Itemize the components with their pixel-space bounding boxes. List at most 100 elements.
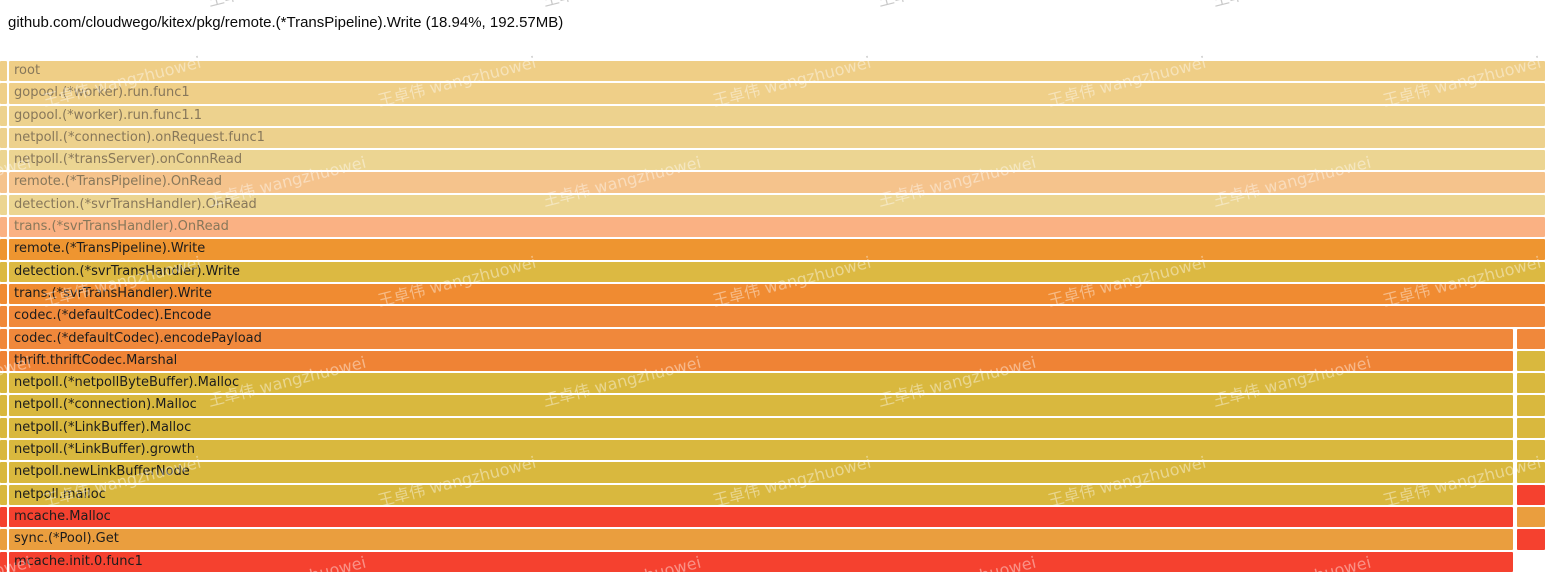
- frame-label: trans.(*svrTransHandler).OnRead: [14, 219, 229, 235]
- flame-row: codec.(*defaultCodec).encodePayload: [0, 328, 1550, 349]
- flame-bar[interactable]: thrift.thriftCodec.Marshal: [9, 350, 1513, 372]
- watermark-text: 王卓伟 wangzhuowei: [1545, 0, 1550, 11]
- flame-row: gopool.(*worker).run.func1: [0, 83, 1550, 104]
- flame-row: mcache.Malloc: [0, 506, 1550, 528]
- watermark-text: 王卓伟 wangzhuowei: [540, 0, 703, 11]
- flame-row: codec.(*defaultCodec).Encode: [0, 306, 1550, 327]
- watermark-text: 王卓伟 wangzhuowei: [0, 0, 33, 11]
- flame-bar-fragment-left[interactable]: [0, 417, 7, 439]
- flame-bar-fragment-right[interactable]: [1517, 350, 1545, 372]
- flame-graph: root gopool.(*worker).run.func1 gopool.(*w…: [0, 61, 1550, 574]
- flame-bar[interactable]: netpoll.(*connection).onRequest.func1: [9, 127, 1545, 149]
- flame-bar[interactable]: netpoll.(*connection).Malloc: [9, 395, 1513, 416]
- flame-bar-fragment-right[interactable]: [1517, 417, 1545, 439]
- flame-bar-fragment-left[interactable]: [0, 462, 7, 483]
- flame-bar[interactable]: netpoll.(*netpollByteBuffer).Malloc: [9, 373, 1513, 394]
- flame-bar-fragment-left[interactable]: [0, 551, 7, 572]
- flame-bar-fragment-left[interactable]: [0, 350, 7, 372]
- flame-bar[interactable]: netpoll.(*transServer).onConnRead: [9, 150, 1545, 171]
- flame-bar-fragment-right[interactable]: [1517, 484, 1545, 505]
- flame-bar-fragment-left[interactable]: [0, 283, 7, 305]
- flame-bar-fragment-left[interactable]: [0, 83, 7, 104]
- flame-bar[interactable]: root: [9, 61, 1545, 82]
- frame-label: trans.(*svrTransHandler).Write: [14, 285, 213, 301]
- flame-bar-fragment-left[interactable]: [0, 172, 7, 193]
- flame-row: netpoll.newLinkBufferNode: [0, 462, 1550, 483]
- flame-row: netpoll.(*netpollByteBuffer).Malloc: [0, 373, 1550, 394]
- flame-bar[interactable]: netpoll.malloc: [9, 484, 1513, 505]
- flame-row: netpoll.(*transServer).onConnRead: [0, 150, 1550, 171]
- flame-bar[interactable]: mcache.init.0.func1: [9, 551, 1513, 572]
- flame-bar-fragment-right[interactable]: [1517, 373, 1545, 394]
- flame-bar-fragment-left[interactable]: [0, 217, 7, 238]
- flame-bar[interactable]: netpoll.newLinkBufferNode: [9, 462, 1513, 483]
- flame-bar[interactable]: trans.(*svrTransHandler).Write: [9, 283, 1545, 305]
- flame-bar-fragment-left[interactable]: [0, 194, 7, 216]
- flame-bar[interactable]: netpoll.(*LinkBuffer).Malloc: [9, 417, 1513, 439]
- flame-bar-fragment-left[interactable]: [0, 484, 7, 505]
- watermark-text: 王卓伟 wangzhuowei: [205, 0, 368, 11]
- page-title: github.com/cloudwego/kitex/pkg/remote.(*…: [8, 14, 564, 31]
- flame-row: netpoll.(*LinkBuffer).Malloc: [0, 417, 1550, 439]
- flame-row: trans.(*svrTransHandler).Write: [0, 283, 1550, 305]
- frame-label: detection.(*svrTransHandler).Write: [14, 263, 240, 279]
- flame-bar[interactable]: codec.(*defaultCodec).Encode: [9, 306, 1545, 327]
- flame-bar-fragment-left[interactable]: [0, 529, 7, 550]
- flame-bar[interactable]: detection.(*svrTransHandler).OnRead: [9, 194, 1545, 216]
- flame-bar[interactable]: remote.(*TransPipeline).Write: [9, 239, 1545, 260]
- flame-row: detection.(*svrTransHandler).Write: [0, 261, 1550, 282]
- flame-bar-fragment-left[interactable]: [0, 127, 7, 149]
- frame-label: codec.(*defaultCodec).encodePayload: [14, 330, 262, 346]
- flame-bar-fragment-right[interactable]: [1517, 506, 1545, 528]
- watermark-text: 王卓伟 wangzhuowei: [205, 0, 368, 11]
- flame-bar-fragment-right[interactable]: [1517, 395, 1545, 416]
- frame-label: netpoll.newLinkBufferNode: [14, 464, 190, 480]
- flame-bar-fragment-left[interactable]: [0, 373, 7, 394]
- watermark-text: 王卓伟 wangzhuowei: [540, 0, 703, 11]
- flame-bar[interactable]: codec.(*defaultCodec).encodePayload: [9, 328, 1513, 349]
- flame-bar-fragment-left[interactable]: [0, 150, 7, 171]
- flame-row: thrift.thriftCodec.Marshal: [0, 350, 1550, 372]
- flame-row: gopool.(*worker).run.func1.1: [0, 105, 1550, 126]
- flame-bar-fragment-left[interactable]: [0, 395, 7, 416]
- frame-label: netpoll.(*LinkBuffer).Malloc: [14, 419, 192, 435]
- frame-label: mcache.init.0.func1: [14, 553, 143, 569]
- flame-bar-fragment-left[interactable]: [0, 440, 7, 461]
- flame-row: detection.(*svrTransHandler).OnRead: [0, 194, 1550, 216]
- flame-bar-fragment-left[interactable]: [0, 61, 7, 82]
- watermark-text: 王卓伟 wangzhuowei: [875, 0, 1038, 11]
- flame-bar-fragment-left[interactable]: [0, 306, 7, 327]
- flame-row: root: [0, 61, 1550, 82]
- frame-label: remote.(*TransPipeline).OnRead: [14, 174, 223, 190]
- flame-bar[interactable]: netpoll.(*LinkBuffer).growth: [9, 440, 1513, 461]
- flame-bar[interactable]: trans.(*svrTransHandler).OnRead: [9, 217, 1545, 238]
- flame-bar[interactable]: gopool.(*worker).run.func1.1: [9, 105, 1545, 126]
- flame-bar-fragment-left[interactable]: [0, 105, 7, 126]
- watermark-text: 王卓伟 wangzhuowei: [1210, 0, 1373, 11]
- frame-label: gopool.(*worker).run.func1: [14, 85, 190, 101]
- frame-label: codec.(*defaultCodec).Encode: [14, 308, 212, 324]
- frame-label: root: [14, 63, 41, 78]
- flame-bar-fragment-left[interactable]: [0, 261, 7, 282]
- flame-bar[interactable]: detection.(*svrTransHandler).Write: [9, 261, 1545, 282]
- watermark-text: 王卓伟 wangzhuowei: [0, 0, 33, 11]
- frame-label: gopool.(*worker).run.func1.1: [14, 107, 203, 123]
- flame-bar-fragment-right[interactable]: [1517, 440, 1545, 461]
- flame-bar[interactable]: mcache.Malloc: [9, 506, 1513, 528]
- flame-bar-fragment-left[interactable]: [0, 328, 7, 349]
- flame-bar-fragment-left[interactable]: [0, 239, 7, 260]
- flame-bar[interactable]: sync.(*Pool).Get: [9, 529, 1513, 550]
- flame-row: remote.(*TransPipeline).OnRead: [0, 172, 1550, 193]
- frame-label: mcache.Malloc: [14, 508, 111, 524]
- frame-label: netpoll.(*connection).Malloc: [14, 397, 197, 413]
- flame-row: netpoll.(*connection).onRequest.func1: [0, 127, 1550, 149]
- flame-bar-fragment-left[interactable]: [0, 506, 7, 528]
- flame-bar[interactable]: gopool.(*worker).run.func1: [9, 83, 1545, 104]
- flame-bar-fragment-right[interactable]: [1517, 328, 1545, 349]
- frame-label: detection.(*svrTransHandler).OnRead: [14, 196, 257, 212]
- frame-label: remote.(*TransPipeline).Write: [14, 241, 206, 257]
- flame-bar[interactable]: remote.(*TransPipeline).OnRead: [9, 172, 1545, 193]
- flame-bar-fragment-right[interactable]: [1517, 462, 1545, 483]
- flame-row: remote.(*TransPipeline).Write: [0, 239, 1550, 260]
- flame-bar-fragment-right[interactable]: [1517, 529, 1545, 550]
